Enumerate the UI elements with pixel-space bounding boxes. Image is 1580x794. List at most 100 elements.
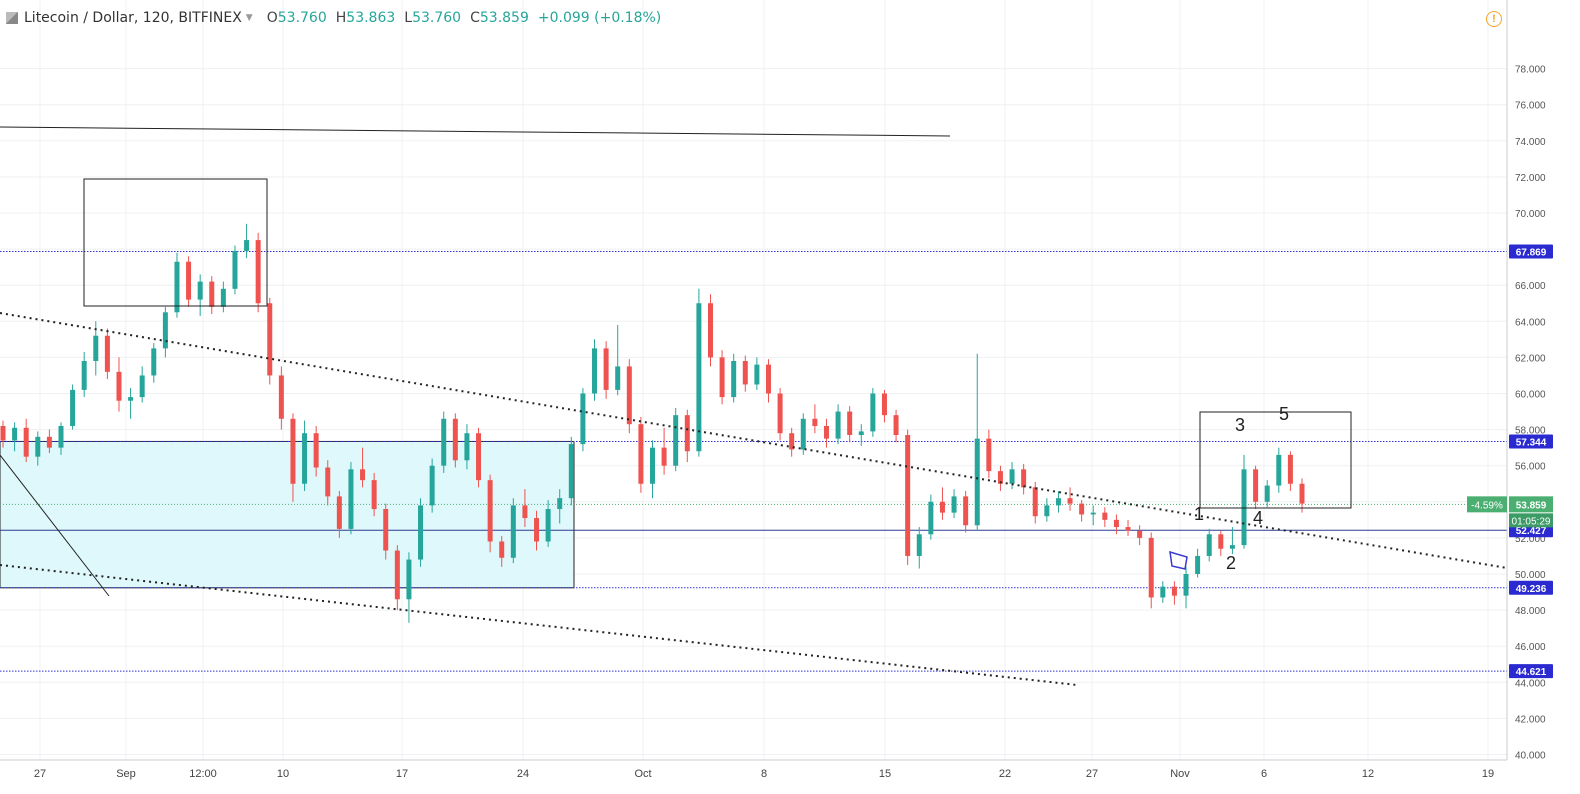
candle-body	[418, 505, 424, 560]
candle-body	[1299, 483, 1305, 504]
high-label: H	[335, 10, 347, 26]
caret-down-icon[interactable]: ▼	[245, 13, 253, 23]
candle-body	[638, 424, 644, 484]
low-value: 53.760	[412, 10, 462, 26]
candle-body	[1276, 454, 1282, 486]
candle-body	[278, 375, 284, 419]
x-tick-label: 17	[396, 768, 408, 780]
candle-body	[707, 303, 713, 358]
candle-body	[719, 357, 725, 398]
candle-body	[197, 281, 203, 300]
wave-label: 5	[1279, 404, 1289, 424]
top-box	[83, 178, 268, 307]
y-tick-label: 70.000	[1515, 209, 1546, 220]
candle-body	[1264, 485, 1270, 502]
x-tick-label: 27	[1086, 768, 1098, 780]
candle-body	[336, 496, 342, 529]
level-tag	[1509, 244, 1553, 259]
wave-label: 1	[1194, 504, 1204, 524]
candle-body	[974, 438, 980, 526]
candle-body	[46, 436, 52, 448]
candle-body	[789, 433, 795, 450]
candle-body	[499, 541, 505, 558]
wave-label: 4	[1253, 508, 1263, 528]
candle-body	[23, 427, 29, 457]
level-tag	[1509, 664, 1553, 679]
candle-body	[568, 444, 574, 499]
y-tick-label: 78.000	[1515, 65, 1546, 76]
level-tag-label: 67.869	[1516, 247, 1547, 258]
price-tags: 67.869 57.344 52.427 49.236 44.621 -4.59% 53.8…	[1467, 244, 1553, 679]
y-tick-label: 56.000	[1515, 462, 1546, 473]
y-tick-label: 40.000	[1515, 751, 1546, 762]
candle-body	[939, 501, 945, 513]
chart-legend: Litecoin / Dollar, 120, BITFINEX ▼ O 53.7…	[6, 8, 661, 28]
candle-body	[1253, 469, 1259, 502]
candle-body	[777, 393, 783, 434]
candle-body	[1218, 534, 1224, 549]
candle-body	[800, 418, 806, 450]
symbol-title[interactable]: Litecoin / Dollar, 120, BITFINEX	[24, 10, 242, 26]
change-tag-label: -4.59%	[1471, 500, 1503, 511]
candle-body	[441, 418, 447, 466]
x-tick-label: 8	[761, 768, 767, 780]
y-tick-label: 64.000	[1515, 317, 1546, 328]
wave-label: 2	[1226, 553, 1236, 573]
candle-body	[1079, 503, 1085, 515]
candle-body	[35, 436, 41, 457]
candle-body	[186, 261, 192, 300]
candle-body	[510, 505, 516, 558]
candle-body	[545, 509, 551, 542]
candle-body	[0, 425, 6, 441]
candle-body	[823, 425, 829, 439]
candle-body	[951, 496, 957, 513]
candle-body	[1032, 487, 1038, 517]
wave-box	[1199, 411, 1352, 509]
candle-body	[12, 427, 18, 441]
candle-body	[1160, 586, 1166, 598]
candle-body	[93, 335, 99, 362]
candle-body	[626, 366, 632, 425]
symbol-icon[interactable]	[6, 12, 18, 24]
candle-body	[1113, 519, 1119, 528]
candle-body	[128, 397, 134, 401]
candle-body	[452, 418, 458, 461]
candle-body	[881, 393, 887, 416]
x-tick-label: 22	[999, 768, 1011, 780]
candle-body	[139, 375, 145, 398]
candle-body	[997, 471, 1003, 484]
candle-body	[220, 288, 226, 307]
x-tick-label: Nov	[1170, 768, 1190, 780]
warning-icon[interactable]: !	[1486, 11, 1502, 27]
change-tag	[1467, 496, 1507, 513]
y-tick-label: 58.000	[1515, 426, 1546, 437]
candle-body	[174, 261, 180, 313]
candle-body	[290, 418, 296, 484]
candle-body	[812, 418, 818, 426]
candle-body	[232, 250, 238, 289]
candle-body	[1102, 512, 1108, 520]
candle-body	[731, 361, 737, 398]
candle-body	[1171, 586, 1177, 596]
x-tick-label: 19	[1482, 768, 1494, 780]
candle-body	[70, 389, 76, 426]
x-tick-label: 27	[34, 768, 46, 780]
candle-body	[893, 415, 899, 436]
candle-body	[754, 364, 760, 385]
candle-body	[684, 415, 690, 452]
y-tick-label: 52.000	[1515, 534, 1546, 545]
candle-body	[1009, 469, 1015, 484]
open-value: 53.760	[277, 10, 327, 26]
x-tick-label: Sep	[116, 768, 136, 780]
candle-body	[742, 361, 748, 385]
candle-body	[534, 518, 540, 542]
level-tag-label: 52.427	[1516, 526, 1547, 537]
candle-body	[870, 393, 876, 432]
y-tick-label: 50.000	[1515, 570, 1546, 581]
candle-body	[313, 433, 319, 468]
candle-body	[151, 348, 157, 376]
candle-body	[580, 393, 586, 445]
x-tick-label: Oct	[634, 768, 651, 780]
x-tick-label: 24	[517, 768, 529, 780]
